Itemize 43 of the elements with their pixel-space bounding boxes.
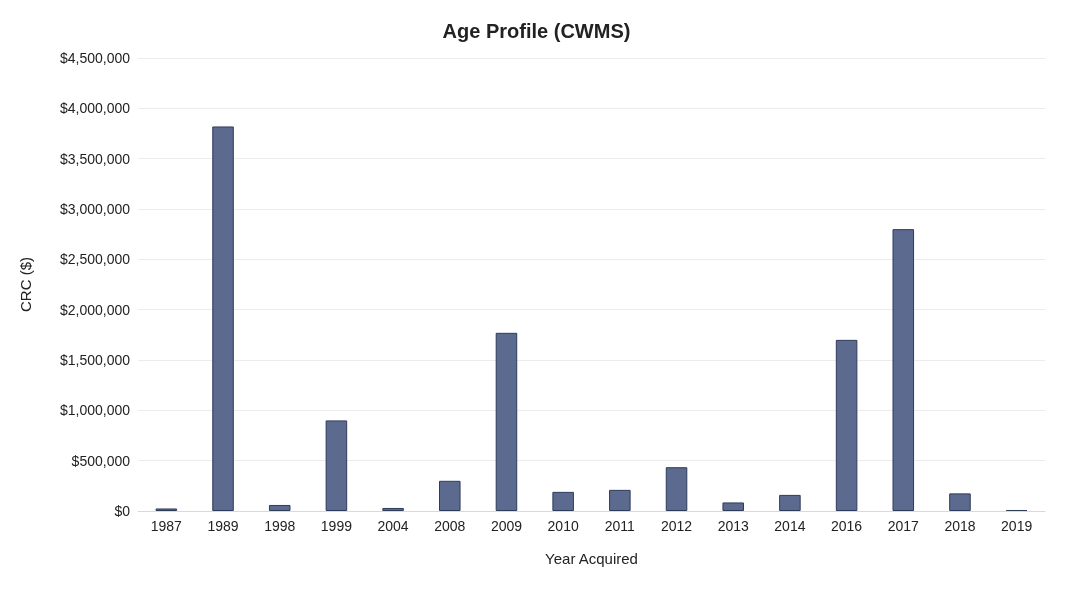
bar [382, 507, 404, 511]
y-tick-label: $1,500,000 [59, 352, 131, 368]
y-axis-title: CRC ($) [17, 257, 34, 312]
x-tick-label: 2017 [887, 518, 920, 534]
bar [552, 491, 574, 511]
x-tick-label: 2009 [490, 518, 523, 534]
x-tick-label: 2012 [660, 518, 693, 534]
y-tick-label: $3,500,000 [59, 150, 131, 167]
x-tick-label: 2004 [377, 518, 409, 534]
x-tick-label: 2016 [831, 518, 863, 534]
y-tick-label: $2,500,000 [59, 251, 131, 268]
y-tick-label: $500,000 [71, 452, 131, 469]
bar [835, 339, 858, 511]
x-tick-label: 2010 [547, 518, 579, 534]
bar [439, 480, 461, 511]
x-tick-label: 1998 [264, 518, 296, 534]
x-tick-label: 1989 [207, 518, 239, 534]
bar [779, 494, 801, 511]
y-tick-label: $3,000,000 [59, 201, 131, 217]
y-tick-label: $4,000,000 [59, 100, 131, 117]
x-tick-label: 2019 [1001, 518, 1033, 534]
bar [268, 504, 291, 511]
y-tick-label: $0 [114, 503, 131, 519]
x-axis-title: Year Acquired [545, 550, 638, 567]
bar [609, 489, 631, 511]
y-tick-label: $1,000,000 [59, 402, 131, 419]
bar [722, 502, 744, 511]
x-tick-label: 2008 [434, 518, 466, 534]
y-tick-label: $4,500,000 [59, 50, 131, 66]
x-tick-label: 2013 [717, 518, 749, 534]
bar [325, 420, 348, 511]
x-tick-label: 1987 [150, 518, 183, 534]
y-tick-label: $2,000,000 [59, 301, 131, 318]
x-tick-label: 1999 [320, 518, 353, 534]
bar [212, 126, 234, 511]
bar [892, 229, 915, 511]
bar [665, 467, 688, 511]
bar [495, 332, 518, 511]
bar [949, 493, 971, 511]
x-tick-label: 2014 [774, 518, 806, 534]
chart-title: Age Profile (CWMS) [442, 20, 631, 42]
x-tick-label: 2018 [944, 518, 976, 534]
x-tick-label: 2011 [604, 518, 636, 534]
